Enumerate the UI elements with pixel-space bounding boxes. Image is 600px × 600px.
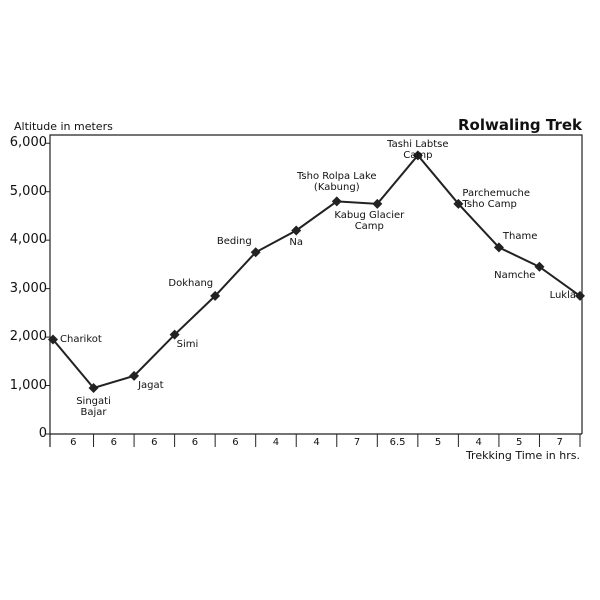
point	[575, 290, 585, 301]
point	[48, 334, 58, 345]
interval-label: 6	[151, 437, 158, 448]
altitude-line	[52, 153, 581, 390]
interval-label: 7	[353, 437, 361, 448]
stop-label: Simi	[176, 338, 199, 350]
point	[88, 382, 99, 393]
y-tick-label: 0	[38, 426, 47, 441]
stop-label: Parchemuche Tsho Camp	[462, 187, 531, 210]
interval-label: 6.5	[389, 437, 406, 448]
interval-label: 6	[110, 437, 117, 448]
stop-label: Na	[289, 237, 304, 249]
y-tick-label: 1,000	[9, 377, 47, 393]
stop-label: Namche	[494, 269, 536, 281]
interval-label: 5	[434, 437, 442, 448]
point	[250, 247, 261, 258]
interval-label: 7	[556, 437, 563, 448]
point	[169, 329, 180, 340]
interval-label: 4	[272, 437, 280, 448]
interval-label: 5	[516, 437, 523, 448]
interval-label: 6	[70, 437, 77, 448]
interval-label: 4	[313, 437, 320, 448]
point	[453, 198, 464, 209]
point	[291, 225, 302, 236]
point	[412, 150, 423, 161]
stop-label: Charikot	[60, 333, 102, 345]
x-axis-label: Trekking Time in hrs.	[465, 449, 580, 462]
point	[493, 242, 504, 253]
chart-title: Rolwaling Trek	[457, 116, 582, 134]
point	[372, 198, 383, 209]
interval-label: 6	[191, 437, 199, 448]
interval-label: 4	[475, 437, 482, 448]
point	[331, 196, 342, 207]
stop-label: Jagat	[138, 379, 164, 391]
y-tick-label: 2,000	[9, 329, 47, 345]
point	[129, 370, 140, 381]
plot-frame	[49, 134, 583, 447]
stop-label: Singati Bajar	[76, 395, 111, 418]
stop-label: Kabug Glacier Camp	[334, 209, 405, 232]
y-tick-label: 3,000	[9, 280, 47, 296]
stop-label: Tashi Labtse Camp	[387, 139, 449, 162]
y-tick-label: 6,000	[9, 135, 47, 151]
point	[210, 290, 221, 301]
interval-label: 6	[232, 437, 239, 448]
y-tick-label: 4,000	[9, 232, 47, 248]
stop-label: Tsho Rolpa Lake (Kabung)	[296, 171, 377, 194]
point	[534, 261, 545, 272]
stop-label: Beding	[216, 236, 252, 248]
stop-label: Thame	[502, 231, 538, 243]
y-tick-label: 5,000	[9, 183, 47, 199]
stop-label: Lukla	[549, 289, 576, 301]
stop-label: Dokhang	[168, 277, 214, 289]
y-axis-label: Altitude in meters	[14, 120, 113, 133]
